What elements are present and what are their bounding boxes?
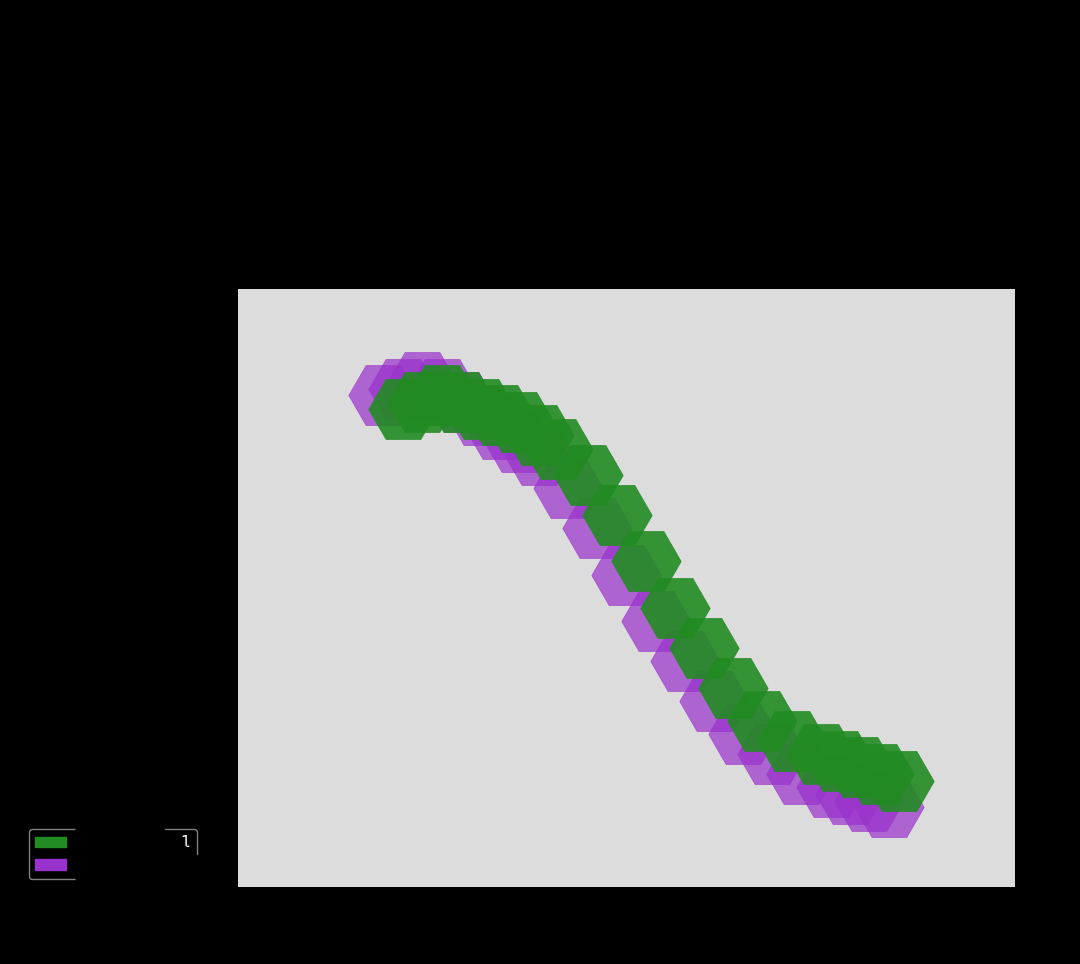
Point [666, 601, 684, 616]
Point [764, 746, 781, 762]
Point [861, 792, 878, 808]
Point [579, 468, 596, 483]
Point [559, 481, 577, 496]
Point [841, 787, 859, 802]
Point [472, 408, 489, 423]
Point [511, 434, 528, 449]
Point [696, 640, 713, 656]
Point [676, 654, 693, 669]
Point [530, 447, 548, 463]
Point [530, 428, 548, 443]
Point [550, 441, 567, 456]
Point [705, 693, 723, 709]
Point [414, 374, 431, 389]
Text: Evaluation of the two PPi Eu buffers in protein/protein interaction assays: Evaluation of the two PPi Eu buffers in … [278, 252, 932, 270]
Point [793, 766, 810, 782]
Legend: PPi Eu Buffer 1, PPi Eu Buffer 2: PPi Eu Buffer 1, PPi Eu Buffer 2 [29, 829, 197, 879]
Point [822, 780, 839, 795]
Point [375, 388, 392, 403]
Point [618, 567, 635, 582]
Point [870, 766, 888, 782]
Point [394, 401, 411, 416]
Point [812, 746, 829, 762]
Point [433, 381, 450, 396]
Point [637, 553, 654, 569]
Point [725, 680, 742, 695]
Point [491, 408, 509, 423]
Point [647, 613, 664, 629]
Point [783, 733, 800, 748]
Point [414, 394, 431, 410]
Point [453, 394, 470, 410]
Point [589, 521, 606, 536]
Point [394, 381, 411, 396]
Point [754, 713, 771, 729]
Point [472, 401, 489, 416]
Point [608, 507, 625, 522]
Point [433, 388, 450, 403]
Point [851, 760, 868, 775]
Point [890, 773, 907, 789]
Point [734, 727, 752, 742]
Point [491, 421, 509, 437]
Point [511, 415, 528, 430]
Point [832, 753, 849, 768]
Point [880, 799, 897, 815]
Point [453, 394, 470, 410]
